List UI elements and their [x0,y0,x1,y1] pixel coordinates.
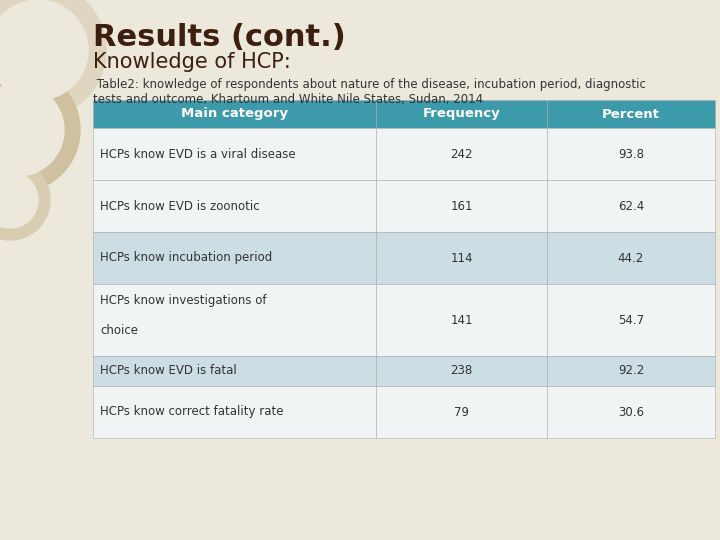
Text: HCPs know EVD is fatal: HCPs know EVD is fatal [100,364,237,377]
Text: Results (cont.): Results (cont.) [93,23,346,51]
Bar [93,100,376,128]
Circle shape [0,84,64,176]
Bar [376,128,547,180]
Text: 30.6: 30.6 [618,406,644,419]
Bar [547,128,715,180]
Text: 238: 238 [451,364,472,377]
Bar [547,356,715,386]
Text: 62.4: 62.4 [618,199,644,213]
Bar [547,180,715,232]
Bar [376,232,547,284]
Bar [547,386,715,438]
Text: 141: 141 [450,314,473,327]
Circle shape [0,68,80,192]
Bar [376,100,547,128]
Text: Percent: Percent [602,107,660,120]
Circle shape [0,0,106,118]
Text: 44.2: 44.2 [618,252,644,265]
Bar [93,128,376,180]
Text: Main category: Main category [181,107,288,120]
Bar [376,356,547,386]
Text: HCPs know EVD is a viral disease: HCPs know EVD is a viral disease [100,147,296,160]
Text: 93.8: 93.8 [618,147,644,160]
Circle shape [0,0,88,100]
Text: Table2: knowledge of respondents about nature of the disease, incubation period,: Table2: knowledge of respondents about n… [93,78,646,106]
Text: 242: 242 [450,147,473,160]
Bar [547,284,715,356]
Text: 114: 114 [450,252,473,265]
Bar [376,180,547,232]
Bar [547,232,715,284]
Text: HCPs know incubation period: HCPs know incubation period [100,252,272,265]
Bar [547,100,715,128]
Text: HCPs know investigations of

choice: HCPs know investigations of choice [100,294,266,337]
Bar [93,356,376,386]
Circle shape [0,172,38,228]
Text: 161: 161 [450,199,473,213]
Text: Knowledge of HCP:: Knowledge of HCP: [93,52,291,72]
Text: Frequency: Frequency [423,107,500,120]
Bar [93,284,376,356]
Bar [93,386,376,438]
Text: 79: 79 [454,406,469,419]
Bar [93,180,376,232]
Bar [93,232,376,284]
Bar [376,386,547,438]
Text: HCPs know correct fatality rate: HCPs know correct fatality rate [100,406,284,419]
Text: 54.7: 54.7 [618,314,644,327]
Text: 92.2: 92.2 [618,364,644,377]
Text: HCPs know EVD is zoonotic: HCPs know EVD is zoonotic [100,199,260,213]
Circle shape [0,160,50,240]
Bar [376,284,547,356]
